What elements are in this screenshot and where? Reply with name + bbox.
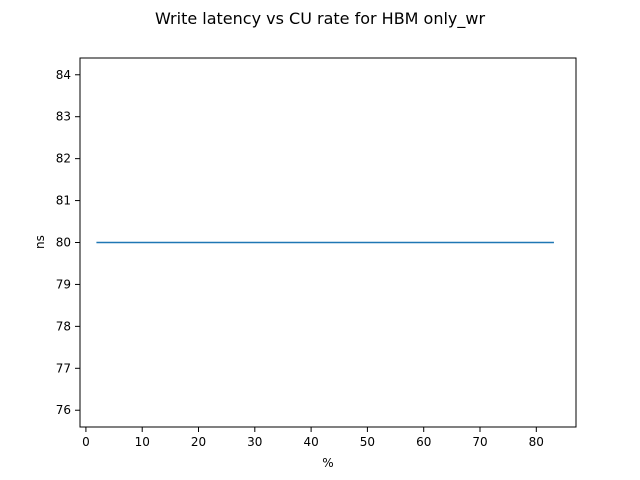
y-tick-label: 80 — [56, 236, 71, 250]
y-tick-label: 76 — [56, 403, 71, 417]
chart-title: Write latency vs CU rate for HBM only_wr — [155, 9, 486, 29]
x-tick-label: 70 — [472, 435, 487, 449]
x-axis-label: % — [322, 456, 333, 470]
x-tick-label: 20 — [191, 435, 206, 449]
y-tick-label: 77 — [56, 361, 71, 375]
y-tick-label: 82 — [56, 152, 71, 166]
y-tick-label: 78 — [56, 319, 71, 333]
y-axis: 76 77 78 79 80 81 82 83 84 — [56, 68, 80, 417]
y-tick-label: 79 — [56, 277, 71, 291]
x-tick-label: 50 — [360, 435, 375, 449]
y-tick-label: 83 — [56, 110, 71, 124]
x-axis: 0 10 20 30 40 50 60 70 80 — [82, 427, 544, 449]
x-tick-label: 40 — [303, 435, 318, 449]
x-tick-label: 0 — [82, 435, 90, 449]
y-tick-label: 81 — [56, 194, 71, 208]
x-tick-label: 80 — [529, 435, 544, 449]
x-tick-label: 60 — [416, 435, 431, 449]
y-axis-label: ns — [33, 235, 47, 249]
y-tick-label: 84 — [56, 68, 71, 82]
x-tick-label: 30 — [247, 435, 262, 449]
x-tick-label: 10 — [135, 435, 150, 449]
